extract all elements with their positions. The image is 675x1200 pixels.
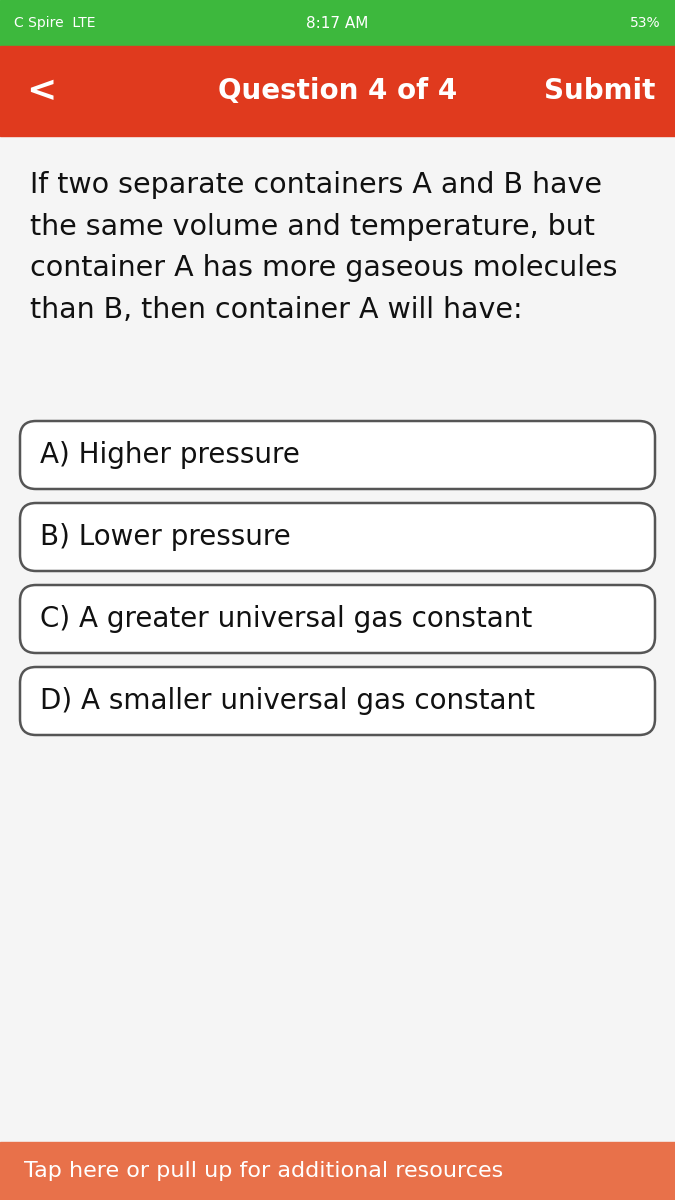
Bar (0, 1142, 675, 1200)
Text: 8:17 AM: 8:17 AM (306, 16, 369, 30)
Text: <: < (26, 74, 57, 108)
FancyBboxPatch shape (20, 421, 655, 490)
Text: Submit: Submit (543, 77, 655, 104)
Bar (0, 0, 675, 46)
Text: 53%: 53% (630, 16, 661, 30)
Text: C) A greater universal gas constant: C) A greater universal gas constant (40, 605, 533, 634)
Text: If two separate containers A and B have
the same volume and temperature, but
con: If two separate containers A and B have … (30, 170, 618, 324)
Text: Tap here or pull up for additional resources: Tap here or pull up for additional resou… (24, 1162, 504, 1181)
Text: B) Lower pressure: B) Lower pressure (40, 523, 291, 551)
Text: C Spire  LTE: C Spire LTE (14, 16, 95, 30)
FancyBboxPatch shape (20, 667, 655, 734)
Text: A) Higher pressure: A) Higher pressure (40, 440, 300, 469)
Text: D) A smaller universal gas constant: D) A smaller universal gas constant (40, 686, 535, 715)
FancyBboxPatch shape (20, 503, 655, 571)
Bar (0, 46, 675, 136)
Text: Question 4 of 4: Question 4 of 4 (218, 77, 457, 104)
FancyBboxPatch shape (20, 584, 655, 653)
